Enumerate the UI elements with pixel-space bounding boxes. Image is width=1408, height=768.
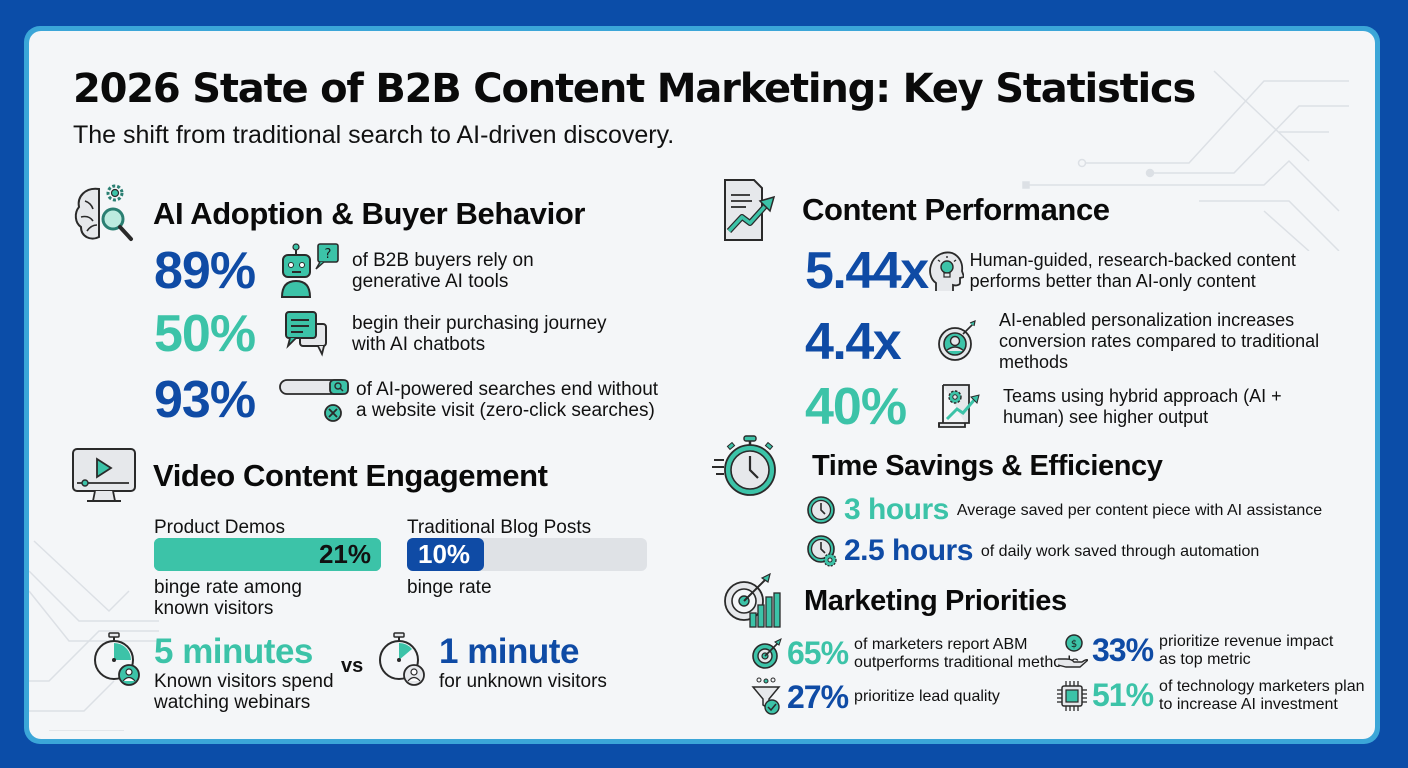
bar-label-blog-posts: Traditional Blog Posts	[407, 517, 592, 538]
priority-description: prioritize lead quality	[854, 688, 1000, 705]
stopwatch-user-icon	[376, 631, 426, 687]
stat-description: of B2B buyers rely on generative AI tool…	[352, 250, 534, 292]
priority-description: of technology marketers plan to increase…	[1159, 677, 1365, 713]
section-title-video: Video Content Engagement	[153, 458, 548, 493]
stat-description: Teams using hybrid approach (AI + human)…	[1003, 386, 1282, 427]
stat-row-5-44x: 5.44x Human-guided, research-backed cont…	[805, 245, 1296, 297]
stat-description: of AI-powered searches end without a web…	[356, 379, 659, 421]
bar-value: 21%	[318, 539, 371, 569]
priority-description: prioritize revenue impact as top metric	[1159, 632, 1334, 668]
comparison-known-desc: Known visitors spend watching webinars	[154, 671, 334, 713]
stat-value: 93%	[154, 371, 256, 429]
priority-value: 65%	[787, 635, 849, 671]
svg-text:?: ?	[325, 247, 332, 262]
section-video-header: Video Content Engagement	[71, 447, 548, 505]
hand-coin-icon: $	[1056, 633, 1090, 669]
page-subtitle: The shift from traditional search to AI-…	[73, 121, 675, 149]
stat-value: 4.4x	[805, 312, 902, 371]
priority-value: 51%	[1092, 677, 1154, 713]
page-title: 2026 State of B2B Content Marketing: Key…	[73, 66, 1196, 112]
comparison-unknown: 1 minute for unknown visitors	[439, 634, 607, 692]
stat-row-2-5-hours: 2.5 hours of daily work saved through au…	[806, 534, 1259, 568]
clock-icon	[806, 495, 836, 525]
stat-description: AI-enabled personalization increases con…	[999, 310, 1320, 372]
target-person-icon	[937, 319, 977, 364]
section-marketing-priorities-header: Marketing Priorities	[722, 572, 1067, 629]
stat-description: of daily work saved through automation	[980, 542, 1260, 560]
infographic-frame: 2026 State of B2B Content Marketing: Key…	[24, 26, 1380, 744]
bar-fill-blog-posts: 10%	[407, 538, 484, 571]
comparison-unknown-desc: for unknown visitors	[439, 671, 607, 692]
bar-caption-blog-posts: binge rate	[407, 577, 492, 598]
brain-gear-search-icon	[71, 179, 141, 249]
stat-row-40: 40% Teams using hybrid approach (AI + hu…	[805, 381, 1282, 433]
section-title-time-savings: Time Savings & Efficiency	[812, 449, 1163, 482]
priority-value: 33%	[1092, 632, 1154, 668]
stat-row-4-4x: 4.4x AI-enabled personalization increase…	[805, 310, 1319, 373]
stat-row-3-hours: 3 hours Average saved per content piece …	[806, 495, 1322, 525]
stat-description: Average saved per content piece with AI …	[956, 501, 1323, 519]
priority-item-65: 65% of marketers report ABM outperforms …	[751, 635, 1079, 672]
section-title-marketing-priorities: Marketing Priorities	[804, 584, 1067, 617]
section-title-ai-adoption: AI Adoption & Buyer Behavior	[153, 196, 586, 231]
stat-value: 40%	[805, 378, 907, 436]
priority-item-51: 51% of technology marketers plan to incr…	[1056, 677, 1365, 714]
robot-question-icon: ?	[278, 243, 340, 299]
stat-description: begin their purchasing journey with AI c…	[352, 313, 607, 355]
stat-row-89: 89% ? of B2B buyers rely on generative A…	[154, 243, 534, 299]
priority-item-33: $ 33% prioritize revenue impact as top m…	[1056, 632, 1333, 669]
comparison-unknown-value: 1 minute	[439, 632, 579, 671]
stopwatch-user-icon	[91, 631, 141, 687]
stat-row-50: 50% begin their purchasing journey with …	[154, 308, 607, 360]
stat-value: 2.5 hours	[844, 534, 973, 567]
section-content-performance-header: Content Performance	[722, 177, 1110, 243]
comparison-known: 5 minutes Known visitors spend watching …	[154, 634, 334, 713]
stat-value: 50%	[154, 305, 256, 363]
bar-caption-product-demos: binge rate among known visitors	[154, 577, 302, 619]
gear-scroll-growth-icon	[935, 383, 981, 431]
monitor-play-icon	[71, 447, 137, 505]
stat-value: 5.44x	[805, 242, 929, 300]
stopwatch-speed-icon	[712, 434, 778, 498]
priority-item-27: 27% prioritize lead quality	[751, 677, 1000, 717]
comparison-vs: vs	[341, 655, 364, 677]
document-trend-icon	[722, 177, 778, 243]
section-title-content-performance: Content Performance	[802, 192, 1110, 227]
clock-gear-icon	[806, 534, 838, 568]
search-bar-x-icon	[278, 377, 354, 423]
priority-description: of marketers report ABM outperforms trad…	[854, 635, 1080, 671]
bar-blog-posts: 10%	[407, 538, 647, 571]
funnel-check-icon	[751, 677, 783, 717]
target-bar-chart-icon	[722, 572, 782, 629]
comparison-known-value: 5 minutes	[154, 632, 313, 671]
target-arrow-icon	[751, 637, 783, 670]
stat-value: 89%	[154, 242, 256, 300]
head-lightbulb-icon	[928, 249, 965, 293]
stat-description: Human-guided, research-backed content pe…	[969, 250, 1296, 291]
section-time-savings-header: Time Savings & Efficiency	[712, 434, 1163, 498]
chip-icon	[1056, 680, 1088, 712]
section-ai-adoption-header: AI Adoption & Buyer Behavior	[71, 179, 585, 249]
svg-text:$: $	[1071, 639, 1077, 650]
stat-row-93: 93% of AI-powered searches end without a…	[154, 374, 658, 426]
chat-bubbles-icon	[278, 310, 340, 358]
bar-product-demos: 21%	[154, 538, 381, 571]
bar-label-product-demos: Product Demos	[154, 517, 285, 538]
bar-fill-product-demos: 21%	[154, 538, 381, 571]
priority-value: 27%	[787, 678, 849, 715]
infographic-card: 2026 State of B2B Content Marketing: Key…	[29, 31, 1375, 739]
bar-value: 10%	[418, 539, 471, 569]
stat-value: 3 hours	[844, 493, 949, 526]
